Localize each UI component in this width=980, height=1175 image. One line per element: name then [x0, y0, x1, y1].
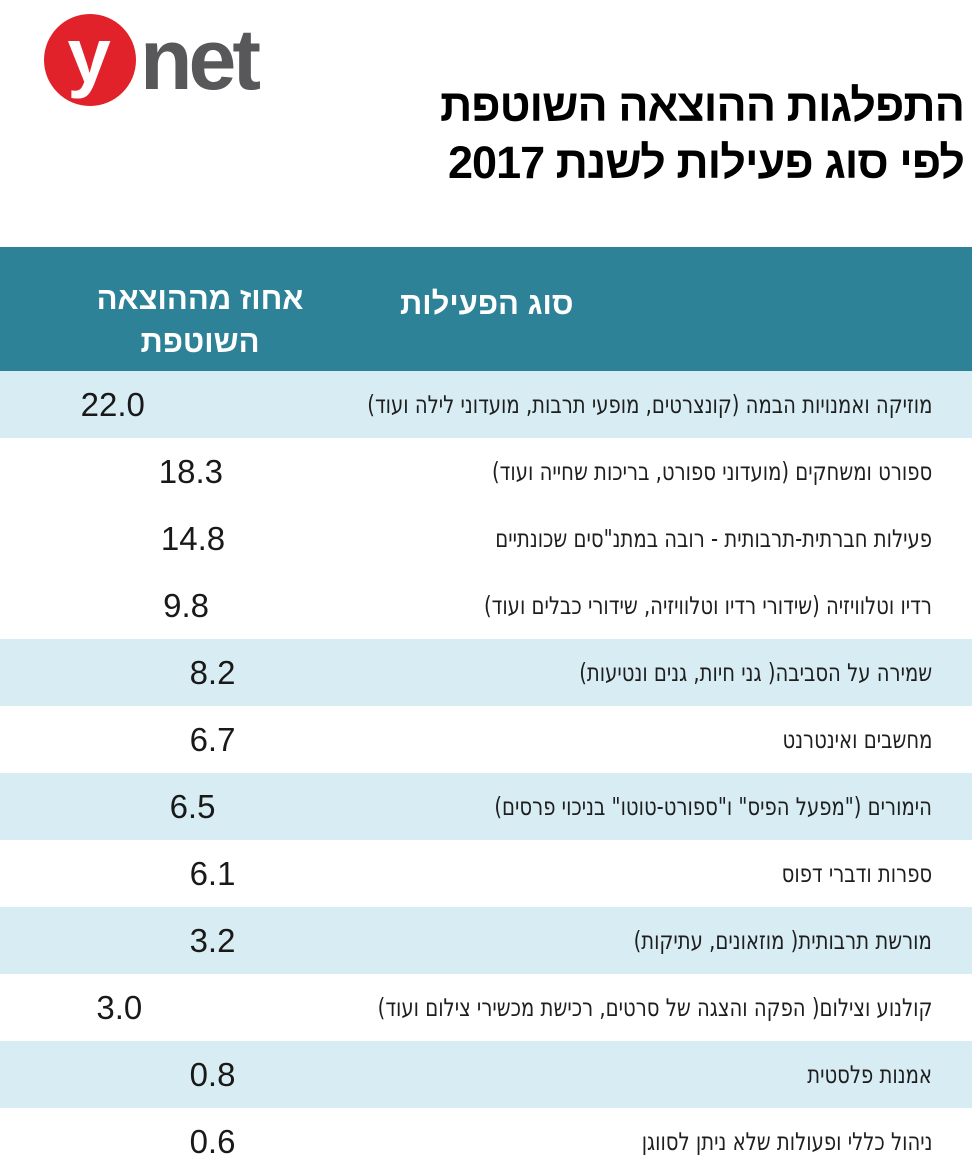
row-activity: קולנוע וצילום( הפקה והצגה של סרטים, רכיש…	[239, 993, 972, 1022]
row-activity-text: ניהול כללי ופעולות שלא ניתן לסווגן	[641, 1127, 932, 1156]
value-column-header-line1: אחוז מההוצאה	[96, 281, 304, 317]
value-column-header-line2: השוטפת	[140, 324, 260, 359]
row-activity-text: מוזיקה ואמנויות הבמה (קונצרטים, מופעי תר…	[366, 390, 932, 419]
row-value: 0.8	[189, 1055, 236, 1093]
row-value: 6.1	[189, 854, 236, 892]
table-row: 6.7 מחשבים ואינטרנט	[0, 706, 972, 773]
table-row: 18.3 ספורט ומשחקים (מועדוני ספורט, בריכו…	[0, 438, 972, 505]
page-title: התפלגות ההוצאה השוטפת לפי סוג פעילות לשנ…	[439, 78, 965, 191]
table-row: 3.0 קולנוע וצילום( הפקה והצגה של סרטים, …	[0, 974, 972, 1041]
row-activity: ספורט ומשחקים (מועדוני ספורט, בריכות שחי…	[382, 457, 972, 486]
row-value: 3.0	[96, 988, 143, 1026]
row-value: 22.0	[80, 385, 145, 423]
row-activity-text: רדיו וטלוויזיה (שידורי רדיו וטלוויזיה, ש…	[484, 591, 932, 620]
value-column-header: אחוז מההוצאה השוטפת	[0, 247, 400, 371]
table-row: 6.1 ספרות ודברי דפוס	[0, 840, 972, 907]
page-title-line1: התפלגות ההוצאה השוטפת	[439, 80, 965, 131]
row-activity: רדיו וטלוויזיה (שידורי רדיו וטלוויזיה, ש…	[372, 591, 972, 620]
table-row: 14.8 פעילות חברתית-תרבותית - רובה במתנ"ס…	[0, 505, 972, 572]
ynet-logo-net: net	[140, 12, 261, 108]
table-row: 6.5 הימורים ("מפעל הפיס" ו"ספורט-טוטו" ב…	[0, 773, 972, 840]
table-header-row: אחוז מההוצאה השוטפת סוג הפעילות	[0, 247, 972, 371]
table-row: 0.8 אמנות פלסטית	[0, 1041, 972, 1108]
row-value: 6.7	[189, 720, 236, 758]
ynet-logo-circle-icon: y	[44, 14, 136, 106]
row-activity-text: הימורים ("מפעל הפיס" ו"ספורט-טוטו" בניכו…	[494, 792, 932, 821]
row-activity: אמנות פלסטית	[425, 1060, 972, 1089]
row-activity-text: ספרות ודברי דפוס	[781, 859, 932, 888]
ynet-logo-y: y	[67, 11, 111, 100]
row-activity: פעילות חברתית-תרבותית - רובה במתנ"סים שכ…	[386, 524, 972, 553]
table-row: 8.2 שמירה על הסביבה( גני חיות, גנים ונטי…	[0, 639, 972, 706]
table-row: 3.2 מורשת תרבותית( מוזאונים, עתיקות)	[0, 907, 972, 974]
expenditure-table: אחוז מההוצאה השוטפת סוג הפעילות 22.0 מוז…	[0, 247, 972, 1175]
row-activity-text: ספורט ומשחקים (מועדוני ספורט, בריכות שחי…	[491, 457, 932, 486]
table-row: 0.6 ניהול כללי ופעולות שלא ניתן לסווגן	[0, 1108, 972, 1175]
row-activity: מוזיקה ואמנויות הבמה (קונצרטים, מופעי תר…	[226, 390, 972, 419]
row-activity-text: מורשת תרבותית( מוזאונים, עתיקות)	[633, 926, 932, 955]
row-activity-text: שמירה על הסביבה( גני חיות, גנים ונטיעות)	[579, 658, 932, 687]
row-activity: הימורים ("מפעל הפיס" ו"ספורט-טוטו" בניכו…	[385, 792, 972, 821]
activity-column-header: סוג הפעילות	[400, 286, 574, 321]
row-activity: שמירה על הסביבה( גני חיות, גנים ונטיעות)	[425, 658, 972, 687]
row-activity-text: קולנוע וצילום( הפקה והצגה של סרטים, רכיש…	[377, 993, 932, 1022]
row-value: 9.8	[163, 586, 209, 624]
row-activity-text: פעילות חברתית-תרבותית - רובה במתנ"סים שכ…	[495, 524, 932, 553]
row-activity: מורשת תרבותית( מוזאונים, עתיקות)	[425, 926, 972, 955]
row-activity: מחשבים ואינטרנט	[425, 725, 972, 754]
ynet-logo: y net	[44, 12, 261, 108]
row-value: 0.6	[189, 1122, 236, 1160]
row-value: 8.2	[189, 653, 236, 691]
row-activity-text: מחשבים ואינטרנט	[782, 725, 932, 754]
row-activity-text: אמנות פלסטית	[807, 1060, 932, 1089]
table-row: 22.0 מוזיקה ואמנויות הבמה (קונצרטים, מופ…	[0, 371, 972, 438]
page-title-line2: לפי סוג פעילות לשנת 2017	[448, 136, 965, 188]
row-activity: ניהול כללי ופעולות שלא ניתן לסווגן	[425, 1127, 972, 1156]
row-value: 3.2	[189, 921, 236, 959]
row-activity: ספרות ודברי דפוס	[425, 859, 972, 888]
row-value: 6.5	[169, 787, 216, 825]
table-body: 22.0 מוזיקה ואמנויות הבמה (קונצרטים, מופ…	[0, 371, 972, 1175]
row-value: 18.3	[158, 452, 224, 490]
row-value: 14.8	[160, 519, 226, 557]
table-row: 9.8 רדיו וטלוויזיה (שידורי רדיו וטלוויזי…	[0, 572, 972, 639]
